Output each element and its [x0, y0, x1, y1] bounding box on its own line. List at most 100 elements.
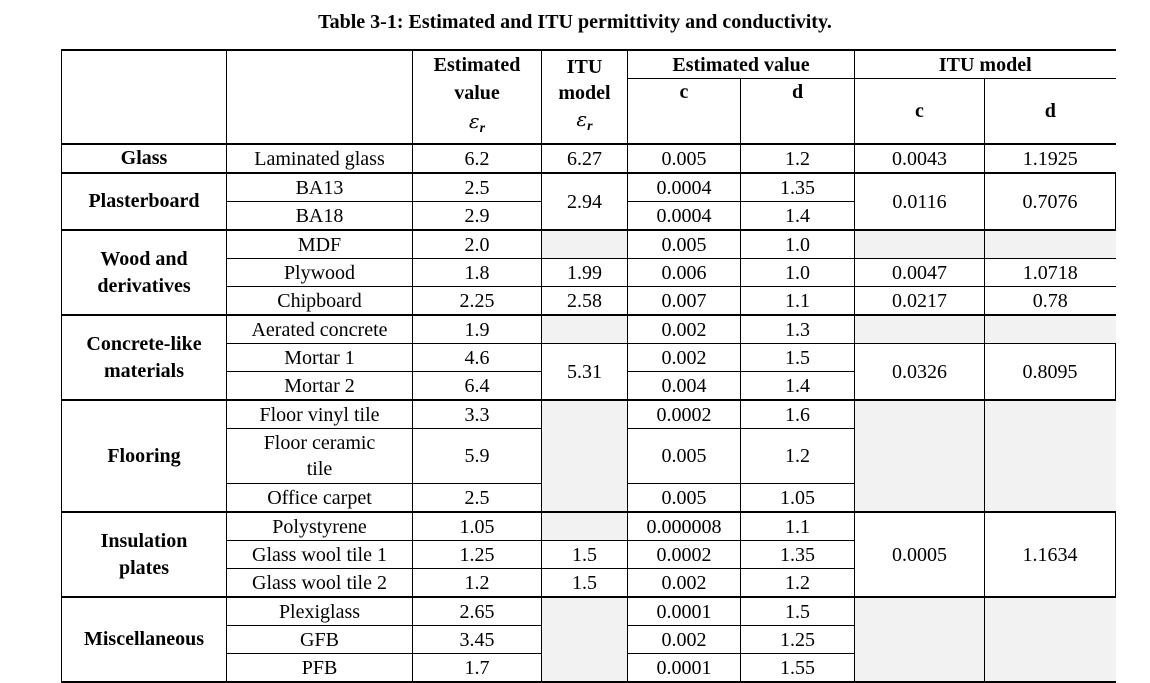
itu-er-cell: 6.27: [541, 144, 628, 174]
group-insulation: Insulation plates: [61, 512, 227, 598]
group-insulation-line2: plates: [119, 556, 169, 579]
itu-d-cell-empty: [983, 597, 1116, 626]
group-concrete-line1: Concrete-like: [86, 332, 202, 355]
header-est-c: c: [627, 78, 741, 145]
material-cell: GFB: [226, 625, 413, 654]
itu-er-cell-empty: [541, 230, 628, 259]
est-d-cell: 1.25: [740, 625, 855, 654]
header-itu-c: c: [854, 78, 985, 145]
table-row: Plasterboard BA13 2.5 2.94 0.0004 1.35 0…: [61, 172, 1117, 231]
est-c-cell: 0.004: [627, 371, 741, 401]
itu-er-cell: 2.94: [541, 173, 628, 231]
material-cell: Glass wool tile 2: [226, 568, 413, 598]
itu-c-cell: 0.0326: [854, 343, 985, 401]
itu-er-cell: 5.31: [541, 343, 628, 401]
itu-d-cell: 1.1925: [983, 144, 1116, 174]
header-row-1: Estimated value εr ITU model εr Estimate…: [61, 49, 1116, 145]
group-plasterboard: Plasterboard: [61, 173, 227, 231]
est-d-cell: 1.35: [740, 540, 855, 569]
material-cell: Plywood: [226, 258, 413, 287]
header-itu-er: ITU model εr: [541, 49, 628, 145]
itu-c-cell-empty: [854, 230, 985, 259]
est-d-cell: 1.5: [740, 343, 855, 372]
material-cell: Laminated glass: [226, 144, 413, 174]
est-d-cell: 1.3: [740, 315, 855, 344]
est-c-cell: 0.005: [627, 230, 741, 259]
table-row: Mortar 1 4.6 5.31 0.002 1.5 0.0326 0.809…: [62, 343, 1117, 401]
est-c-cell: 0.007: [627, 286, 741, 316]
est-c-cell: 0.005: [627, 428, 741, 484]
est-c-cell: 0.006: [627, 258, 741, 287]
header-itu-er-label: ITU model: [558, 56, 611, 104]
material-cell: Floor ceramic tile: [226, 428, 413, 484]
est-er-cell: 1.9: [412, 315, 542, 344]
itu-d-cell: 1.1634: [983, 512, 1117, 598]
epsilon-symbol: ε: [576, 107, 588, 131]
material-cell: PFB: [226, 653, 413, 683]
header-itu-d: d: [983, 78, 1116, 145]
est-d-cell: 1.4: [740, 371, 855, 401]
material-cell: Floor vinyl tile: [226, 400, 413, 429]
est-er-cell: 2.9: [412, 201, 542, 231]
table-row: Mortar 2 6.4 0.004 1.4: [62, 371, 1116, 401]
material-cell: BA18: [226, 201, 413, 231]
est-er-cell: 2.65: [412, 597, 542, 626]
est-d-cell: 1.5: [740, 597, 855, 626]
itu-d-cell-empty: [983, 483, 1116, 513]
material-cell: Plexiglass: [226, 597, 413, 626]
est-d-cell: 1.35: [740, 172, 855, 202]
itu-c-cell-empty: [854, 483, 985, 513]
est-c-cell: 0.002: [627, 568, 741, 598]
est-d-cell: 1.55: [740, 653, 855, 683]
table-row: Glass wool tile 2 1.2 1.5 0.002 1.2: [62, 568, 1116, 598]
header-estimated-er: Estimated value εr: [412, 49, 542, 145]
group-concrete-line2: materials: [104, 359, 184, 382]
table-row: Floor ceramic tile 5.9 0.005 1.2: [62, 428, 1116, 484]
est-c-cell: 0.002: [627, 343, 741, 372]
header-estimated-value: Estimated value: [627, 49, 855, 79]
group-wood-line1: Wood and: [100, 247, 188, 270]
group-wood: Wood and derivatives: [61, 230, 227, 316]
itu-er-cell-empty: [541, 625, 628, 654]
table-row: Wood and derivatives MDF 2.0 0.005 1.0: [61, 230, 1116, 316]
material-cell: Aerated concrete: [226, 315, 413, 344]
group-concrete: Concrete-like materials: [61, 315, 227, 401]
est-er-cell: 2.0: [412, 230, 542, 259]
group-insulation-line1: Insulation: [100, 529, 188, 552]
itu-er-cell-empty: [541, 597, 628, 626]
itu-c-cell: 0.0047: [854, 258, 985, 287]
est-er-cell: 2.25: [412, 286, 542, 316]
itu-c-cell-empty: [854, 597, 985, 626]
header-estimated-er-label: Estimated value: [433, 54, 521, 104]
material-cell: Mortar 1: [226, 343, 413, 372]
epsilon-subscript: r: [479, 121, 486, 136]
group-miscellaneous: Miscellaneous: [61, 597, 227, 683]
est-c-cell: 0.002: [627, 315, 741, 344]
itu-d-cell-empty: [983, 230, 1116, 259]
est-er-cell: 6.4: [412, 371, 542, 401]
itu-d-cell-empty: [983, 315, 1116, 344]
est-c-cell: 0.0004: [627, 201, 741, 231]
itu-c-cell-empty: [854, 400, 985, 429]
header-itu-model: ITU model: [853, 49, 1116, 79]
itu-er-cell-empty: [541, 512, 628, 541]
est-d-cell: 1.1: [740, 512, 855, 541]
est-c-cell: 0.0001: [627, 597, 741, 626]
itu-er-cell-empty: [541, 315, 628, 344]
table-row: Plywood 1.8 1.99 0.006 1.0 0.0047 1.0718: [62, 258, 1116, 287]
material-cell: Office carpet: [226, 483, 413, 513]
header-empty-group: [61, 49, 227, 145]
est-er-cell: 1.25: [412, 540, 542, 569]
table-row: Office carpet 2.5 0.005 1.05: [62, 483, 1116, 513]
est-c-cell: 0.002: [627, 625, 741, 654]
est-er-cell: 2.5: [412, 483, 542, 513]
itu-c-cell-empty: [854, 315, 985, 344]
epsilon-symbol: ε: [468, 109, 480, 133]
itu-d-cell-empty: [983, 400, 1116, 429]
est-c-cell: 0.000008: [627, 512, 741, 541]
est-er-cell: 6.2: [412, 144, 542, 174]
material-cell: Chipboard: [226, 286, 413, 316]
est-c-cell: 0.005: [627, 483, 741, 513]
itu-d-cell: 0.78: [983, 286, 1116, 316]
table-caption: Table 3-1: Estimated and ITU permittivit…: [318, 11, 832, 33]
